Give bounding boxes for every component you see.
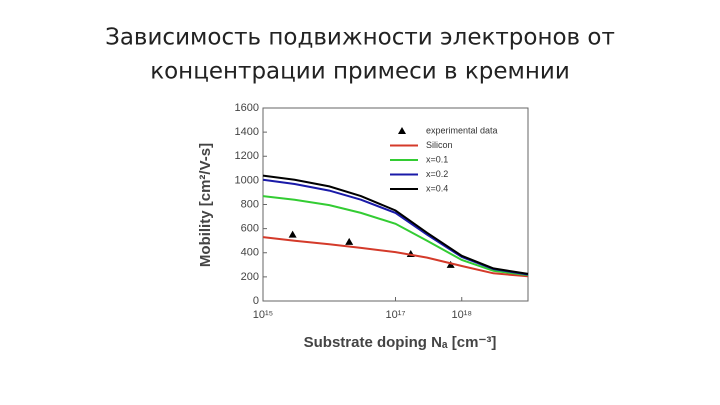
subtitle: концентрации примеси в кремнии (150, 59, 570, 85)
x-tick-label: 10¹⁸ (451, 309, 472, 321)
series-line (262, 236, 529, 278)
series-line (262, 174, 529, 275)
x-axis-label: Substrate doping Nₐ [cm⁻³] (304, 334, 497, 351)
data-point (345, 237, 354, 245)
y-tick-label: 1400 (235, 126, 259, 138)
legend-label: Silicon (426, 140, 453, 150)
x-tick-label: 10¹⁵ (253, 309, 273, 321)
x-tick-label: 10¹⁷ (386, 309, 406, 321)
y-axis-label: Mobility [cm²/V-s] (197, 143, 214, 267)
y-tick-label: 800 (241, 198, 259, 210)
y-tick-label: 200 (241, 271, 259, 283)
legend-marker (398, 127, 406, 134)
legend-label: x=0.4 (426, 183, 448, 193)
legend-label: x=0.2 (426, 169, 448, 179)
series-line (262, 195, 529, 277)
y-tick-label: 1200 (235, 150, 259, 162)
y-tick-label: 1600 (235, 102, 259, 114)
y-tick-label: 1000 (235, 174, 259, 186)
title: Зависимость подвижности электронов от (105, 25, 615, 51)
legend-label: experimental data (426, 125, 498, 135)
y-tick-label: 400 (241, 247, 259, 259)
legend-label: x=0.1 (426, 154, 448, 164)
series-line (262, 178, 529, 276)
y-tick-label: 600 (241, 223, 259, 235)
y-tick-label: 0 (253, 295, 259, 307)
data-point (288, 230, 297, 238)
